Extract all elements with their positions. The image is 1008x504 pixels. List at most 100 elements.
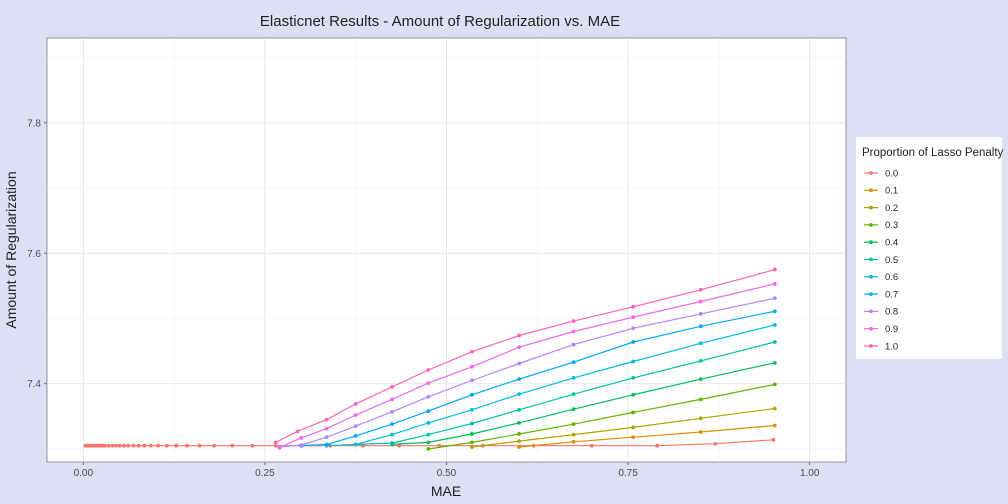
- data-point: [631, 375, 636, 380]
- data-point: [136, 443, 141, 448]
- series-line: [326, 324, 775, 447]
- series-lines: [83, 267, 777, 451]
- y-tick-label: 7.4: [27, 379, 41, 390]
- legend-key-point: [869, 257, 873, 262]
- data-point: [470, 445, 474, 449]
- series-line: [391, 362, 775, 445]
- data-point: [324, 426, 329, 431]
- data-point: [772, 267, 777, 272]
- legend-key-point: [869, 240, 873, 245]
- legend-item: 0.3: [864, 220, 898, 231]
- data-point: [571, 342, 576, 347]
- grid: [47, 38, 846, 462]
- data-point: [772, 406, 777, 411]
- data-point: [470, 378, 474, 383]
- data-point: [426, 447, 431, 451]
- series-0.0: [83, 437, 776, 448]
- legend-key-point: [869, 326, 873, 331]
- legend-label: 0.1: [885, 186, 898, 197]
- data-point: [517, 407, 522, 412]
- legend-item: 1.0: [864, 341, 898, 352]
- data-point: [390, 432, 394, 437]
- data-point: [426, 432, 431, 437]
- legend-item: 0.7: [864, 289, 898, 300]
- data-point: [470, 432, 474, 436]
- legend-item: 0.2: [864, 203, 898, 214]
- data-point: [122, 443, 126, 448]
- data-point: [277, 445, 282, 450]
- data-point: [426, 409, 431, 414]
- data-point: [324, 417, 329, 422]
- legend-label: 0.6: [885, 272, 898, 283]
- data-point: [470, 421, 474, 426]
- series-0.7: [299, 309, 777, 448]
- legend-label: 0.7: [885, 289, 898, 300]
- legend-item: 0.4: [864, 238, 898, 249]
- data-point: [772, 382, 777, 387]
- data-point: [631, 410, 636, 415]
- y-tick-label: 7.8: [27, 118, 41, 129]
- data-point: [426, 394, 431, 399]
- data-point: [353, 442, 358, 447]
- legend-label: 0.9: [885, 324, 898, 335]
- legend-label: 1.0: [885, 341, 898, 352]
- data-point: [273, 443, 278, 448]
- x-tick-label: 0.75: [618, 468, 638, 479]
- data-point: [571, 360, 576, 365]
- data-point: [631, 340, 636, 344]
- data-point: [571, 407, 576, 412]
- data-point: [117, 443, 122, 448]
- data-point: [631, 359, 636, 364]
- data-point: [273, 440, 278, 445]
- data-point: [571, 422, 576, 427]
- data-point: [142, 443, 147, 448]
- x-tick-label: 1.00: [800, 468, 820, 479]
- data-point: [772, 360, 777, 365]
- legend-label: 0.5: [885, 255, 898, 266]
- series-line: [279, 297, 775, 448]
- legend: Proportion of Lasso Penalty 0.0 0.1 0.2 0.3…: [856, 137, 1004, 359]
- data-point: [571, 439, 576, 444]
- legend-key-point: [869, 292, 873, 296]
- data-point: [698, 287, 703, 292]
- legend-item: 0.8: [864, 307, 898, 318]
- data-point: [698, 377, 703, 382]
- x-tick-label: 0.00: [74, 468, 94, 479]
- series-1.0: [273, 267, 777, 445]
- data-point: [772, 340, 777, 344]
- data-point: [698, 358, 703, 363]
- data-point: [148, 443, 153, 448]
- legend-key-point: [869, 344, 873, 348]
- data-point: [426, 381, 431, 385]
- data-point: [772, 323, 777, 327]
- data-point: [517, 392, 522, 397]
- data-point: [470, 392, 474, 397]
- data-point: [114, 443, 118, 448]
- data-point: [698, 341, 703, 346]
- data-point: [698, 312, 703, 316]
- data-point: [517, 333, 522, 338]
- y-axis-title: Amount of Regularization: [3, 171, 19, 328]
- data-point: [517, 432, 522, 436]
- legend-item: 0.1: [864, 186, 898, 197]
- data-point: [324, 442, 329, 447]
- data-point: [631, 326, 636, 331]
- x-tick-label: 0.25: [255, 468, 275, 479]
- data-point: [110, 443, 115, 448]
- series-0.3: [426, 382, 777, 451]
- data-point: [164, 443, 169, 448]
- series-0.9: [277, 282, 777, 450]
- data-point: [470, 407, 474, 412]
- data-point: [517, 377, 522, 382]
- data-point: [299, 443, 304, 447]
- data-point: [631, 392, 636, 397]
- data-point: [517, 361, 522, 366]
- data-point: [353, 402, 358, 406]
- series-line: [275, 269, 775, 443]
- data-point: [517, 420, 522, 425]
- data-point: [390, 409, 394, 414]
- data-point: [390, 422, 394, 427]
- legend-key-point: [869, 171, 873, 175]
- y-tick-label: 7.6: [27, 249, 41, 260]
